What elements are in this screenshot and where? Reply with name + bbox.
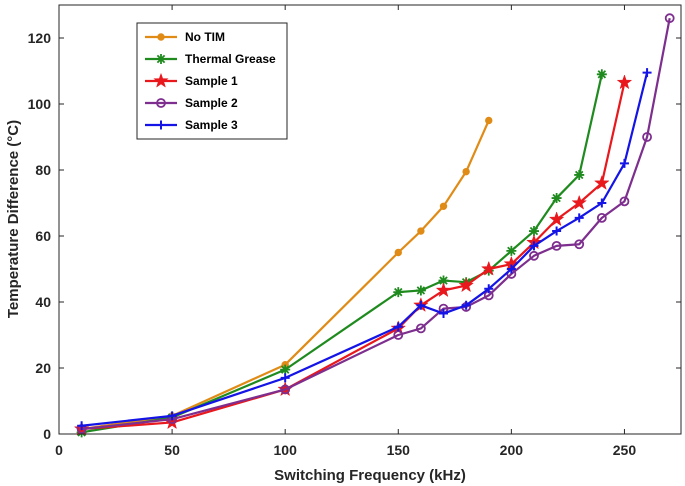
data-point <box>415 285 426 296</box>
data-point <box>461 300 471 310</box>
data-point <box>435 282 452 298</box>
x-axis-label: Switching Frequency (kHz) <box>274 467 466 484</box>
legend-box <box>136 22 288 140</box>
data-point <box>593 174 610 190</box>
data-point <box>439 202 448 211</box>
data-point <box>619 196 630 207</box>
data-point <box>280 384 291 395</box>
x-tick-label: 150 <box>387 442 411 458</box>
x-tick-label: 200 <box>500 442 524 458</box>
x-tick-label: 0 <box>55 442 63 458</box>
data-point <box>506 245 517 256</box>
series-layer <box>73 13 675 438</box>
y-tick-label: 60 <box>35 228 51 244</box>
plot-frame <box>58 4 682 435</box>
y-tick-label: 40 <box>35 294 51 310</box>
data-point <box>438 275 449 286</box>
data-point <box>529 250 539 261</box>
x-tick-label: 250 <box>613 442 637 458</box>
legend-swatch-marker <box>156 54 166 64</box>
data-point <box>574 239 585 250</box>
data-point <box>462 167 470 176</box>
data-point <box>484 284 494 294</box>
data-point <box>552 226 562 236</box>
data-point <box>574 213 584 223</box>
data-point <box>506 264 516 274</box>
data-point <box>415 323 426 334</box>
legend-item: No TIM <box>145 30 225 44</box>
data-point <box>417 227 425 235</box>
data-point <box>528 226 539 237</box>
data-point <box>394 248 402 257</box>
legend-label: No TIM <box>185 30 225 44</box>
data-point <box>551 240 562 251</box>
legend-swatch-marker <box>156 120 166 130</box>
data-point <box>77 421 87 431</box>
x-tick-label: 50 <box>164 442 180 458</box>
y-axis-label: Temperature Difference (°C) <box>5 120 22 318</box>
legend-label: Sample 1 <box>185 74 238 88</box>
axes-ticks <box>58 5 681 435</box>
legend-label: Thermal Grease <box>185 52 276 66</box>
data-point <box>416 300 426 310</box>
data-point <box>596 212 607 223</box>
data-point <box>616 74 633 90</box>
legend-item: Sample 1 <box>145 72 238 88</box>
y-tick-label: 100 <box>28 96 52 112</box>
legend-swatch-marker <box>153 72 169 88</box>
y-tick-label: 80 <box>35 162 51 178</box>
data-point <box>551 193 562 204</box>
legend-item: Sample 2 <box>145 96 238 110</box>
legend-swatch-marker <box>157 33 165 41</box>
data-point <box>529 241 539 251</box>
data-point <box>458 277 474 293</box>
data-point <box>596 69 607 80</box>
data-point <box>485 116 493 125</box>
data-point <box>571 194 588 210</box>
data-point <box>480 260 497 276</box>
data-point <box>280 364 291 375</box>
data-point <box>393 287 404 298</box>
data-point <box>439 309 449 319</box>
data-point <box>597 198 607 208</box>
data-point <box>619 158 629 168</box>
legend-swatch-marker <box>156 98 166 108</box>
legend-label: Sample 2 <box>185 96 238 110</box>
y-tick-label: 0 <box>43 426 51 442</box>
series-sample-3 <box>77 68 652 431</box>
data-point <box>280 373 290 383</box>
data-point <box>548 211 565 227</box>
legend-item: Sample 3 <box>145 118 238 132</box>
y-tick-label: 20 <box>35 360 51 376</box>
data-point <box>664 13 675 24</box>
legend-label: Sample 3 <box>185 118 238 132</box>
data-point <box>642 132 652 142</box>
y-tick-label: 120 <box>28 30 52 46</box>
data-point <box>574 169 585 180</box>
tick-labels: 0 50 100 150 200 250 0 20 40 60 80 100 120 <box>28 30 637 458</box>
data-point <box>167 411 177 421</box>
x-tick-label: 100 <box>274 442 298 458</box>
series-line <box>81 120 490 431</box>
series-line <box>81 17 671 431</box>
legend-item: Thermal Grease <box>145 52 276 66</box>
data-point <box>393 322 403 332</box>
data-point <box>642 68 652 78</box>
legend: No TIM Thermal Grease Sample 1 Sample 2 Samp… <box>136 22 288 140</box>
